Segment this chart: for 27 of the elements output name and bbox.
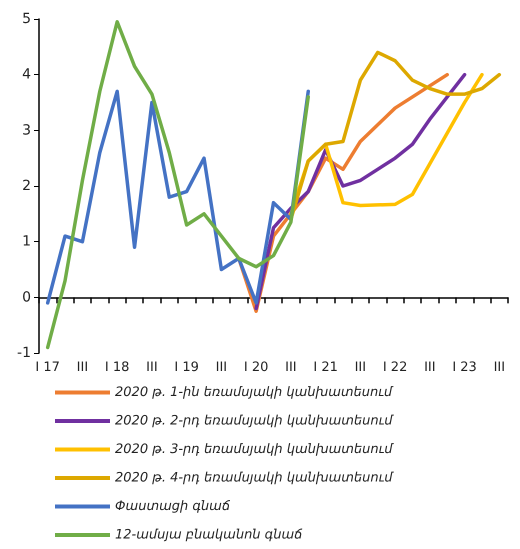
- legend-label: Փաստացի գնաճ: [115, 499, 231, 514]
- x-tick-label: III: [285, 360, 297, 375]
- x-tick-label: III: [424, 360, 436, 375]
- legend-label: 12-ամսյա բնականոն գնաճ: [115, 528, 304, 542]
- y-tick-label: 3: [22, 122, 31, 138]
- x-tick-label: III: [354, 360, 366, 375]
- x-tick-label: III: [494, 360, 506, 375]
- legend-label: 2020 թ. 3-րդ եռամսյակի կանխատեսում: [115, 442, 394, 457]
- y-tick-label: 5: [22, 11, 31, 27]
- x-tick-label: I 17: [35, 360, 60, 375]
- x-tick-label: I 19: [174, 360, 199, 375]
- y-tick-label: 2: [22, 178, 31, 194]
- y-tick-label: 1: [22, 234, 31, 250]
- x-tick-label: I 20: [244, 360, 268, 375]
- legend-label: 2020 թ. 2-րդ եռամսյակի կանխատեսում: [115, 414, 394, 428]
- legend-label: 2020 թ. 1-ին եռամսյակի կանխատեսում: [115, 385, 394, 400]
- y-tick-label: 4: [22, 66, 32, 83]
- y-tick-label: 0: [22, 289, 31, 306]
- x-tick-label: I 21: [313, 360, 338, 375]
- x-tick-label: III: [146, 360, 158, 375]
- x-tick-label: I 22: [382, 360, 408, 375]
- legend-label: 2020 թ. 4-րդ եռամսյակի կանխատեսում: [115, 470, 394, 486]
- x-tick-label: I 18: [104, 360, 130, 375]
- x-tick-label: I 23: [452, 360, 477, 375]
- x-tick-label: III: [76, 360, 88, 375]
- x-tick-label: III: [216, 360, 228, 375]
- y-tick-label: -1: [17, 345, 31, 361]
